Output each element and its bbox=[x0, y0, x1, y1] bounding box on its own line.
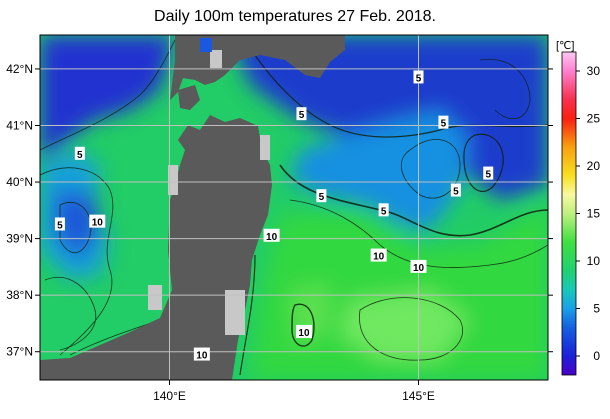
svg-text:5: 5 bbox=[381, 206, 387, 217]
colorbar-tick-label: 0 bbox=[593, 349, 600, 363]
map-title: Daily 100m temperatures 27 Feb. 2018. bbox=[154, 8, 436, 25]
colorbar-tick-label: 5 bbox=[593, 302, 600, 316]
svg-text:10: 10 bbox=[196, 351, 208, 362]
contour-label: 10 bbox=[295, 324, 312, 339]
svg-text:10: 10 bbox=[413, 263, 425, 274]
colorbar-unit: [℃] bbox=[556, 40, 574, 52]
contour-label: 5 bbox=[378, 203, 389, 217]
svg-text:10: 10 bbox=[92, 218, 104, 229]
lat-tick-label: 37°N bbox=[6, 345, 33, 359]
lat-tick-label: 38°N bbox=[6, 288, 33, 302]
contour-label: 5 bbox=[296, 107, 307, 121]
contour-label: 5 bbox=[316, 189, 327, 203]
cold-water-northeast bbox=[230, 35, 548, 200]
colorbar: [℃] 30 25 20 15 10 5 0 bbox=[556, 40, 600, 376]
warm-water-southeast bbox=[250, 205, 548, 380]
lat-tick-label: 41°N bbox=[6, 118, 33, 132]
axis-ticks bbox=[35, 68, 553, 385]
cold-pocket-west bbox=[55, 190, 100, 260]
svg-text:10: 10 bbox=[373, 252, 385, 263]
contour-label: 5 bbox=[74, 146, 85, 161]
colorbar-bar bbox=[561, 51, 577, 376]
no-data-coastal bbox=[148, 50, 270, 335]
contour-label: 10 bbox=[263, 228, 280, 243]
colorbar-ticks: 30 25 20 15 10 5 0 bbox=[576, 64, 600, 363]
colorbar-tick-label: 25 bbox=[587, 112, 601, 126]
axis-tick-labels: 140°E 145°E 42°N 41°N 40°N 39°N 38°N 37°N bbox=[6, 62, 435, 403]
warm-core-eddy bbox=[340, 290, 470, 360]
contour-label: 5 bbox=[413, 70, 424, 84]
contour-label: 10 bbox=[410, 259, 427, 274]
svg-text:5: 5 bbox=[441, 119, 447, 130]
svg-text:5: 5 bbox=[299, 110, 305, 121]
contour-label: 5 bbox=[483, 166, 494, 181]
colorbar-tick-label: 15 bbox=[587, 207, 601, 221]
colorbar-tick-label: 20 bbox=[587, 159, 601, 173]
contour-labels: 5 5 10 5 5 5 5 5 5 5 10 10 10 10 10 bbox=[54, 70, 494, 362]
svg-text:5: 5 bbox=[319, 192, 325, 203]
lon-tick-label: 145°E bbox=[402, 389, 435, 403]
lat-tick-label: 39°N bbox=[6, 232, 33, 246]
lat-tick-label: 40°N bbox=[6, 175, 33, 189]
svg-text:5: 5 bbox=[416, 73, 422, 84]
colorbar-tick-label: 10 bbox=[587, 254, 601, 268]
svg-text:10: 10 bbox=[266, 232, 278, 243]
contour-label: 10 bbox=[89, 214, 106, 229]
svg-text:5: 5 bbox=[77, 150, 83, 161]
oshima-peninsula bbox=[178, 85, 200, 110]
svg-text:10: 10 bbox=[298, 328, 310, 339]
cool-eddy-east bbox=[290, 110, 470, 230]
temperature-field bbox=[40, 35, 548, 380]
cold-water-northwest bbox=[40, 35, 175, 165]
colorbar-tick-label: 30 bbox=[587, 64, 601, 78]
map-plot-area: 5 5 10 5 5 5 5 5 5 5 10 10 10 10 10 bbox=[40, 35, 548, 380]
svg-text:5: 5 bbox=[57, 220, 63, 231]
lat-tick-label: 42°N bbox=[6, 62, 33, 76]
map-gridlines bbox=[40, 35, 548, 380]
honshu-coast bbox=[40, 115, 272, 380]
contour-label: 5 bbox=[438, 115, 449, 130]
plot-frame bbox=[39, 34, 549, 381]
lon-tick-label: 140°E bbox=[153, 389, 186, 403]
contour-label: 10 bbox=[370, 248, 387, 263]
svg-text:5: 5 bbox=[453, 187, 459, 198]
contour-label: 10 bbox=[193, 347, 210, 362]
svg-text:5: 5 bbox=[485, 170, 491, 181]
contour-label: 5 bbox=[450, 183, 461, 198]
lake-small bbox=[200, 38, 212, 52]
contour-label: 5 bbox=[54, 217, 65, 231]
